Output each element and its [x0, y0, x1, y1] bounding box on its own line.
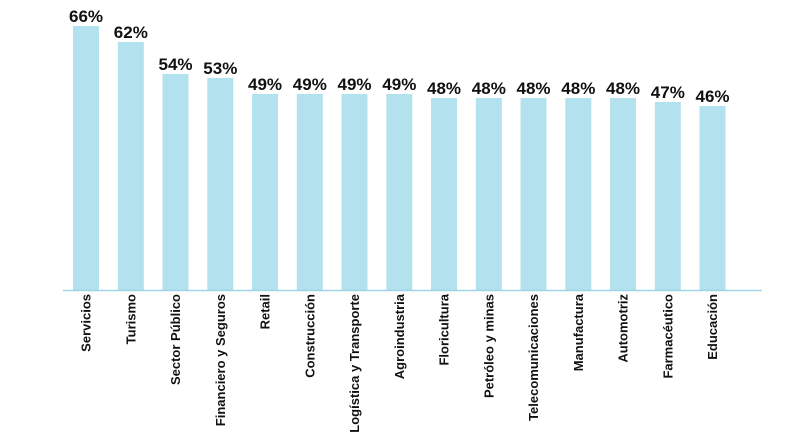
- bar: [520, 98, 547, 290]
- bar: [296, 94, 323, 290]
- category-label: Automotriz: [616, 294, 631, 363]
- category-label: Agroindustria: [392, 293, 407, 379]
- value-label: 66%: [69, 7, 103, 26]
- value-label: 47%: [651, 83, 685, 102]
- value-label: 49%: [382, 75, 416, 94]
- bars-group: [73, 26, 726, 290]
- bar: [252, 94, 278, 290]
- category-label: Turismo: [123, 294, 138, 344]
- bar: [73, 26, 99, 290]
- value-label: 48%: [472, 79, 506, 98]
- bar: [654, 102, 681, 290]
- bar: [386, 94, 413, 290]
- category-label: Financiero y Seguros: [213, 294, 228, 426]
- value-label: 53%: [203, 59, 237, 78]
- value-label: 49%: [337, 75, 371, 94]
- category-label: Petróleo y minas: [481, 294, 496, 398]
- bar: [117, 42, 144, 290]
- value-label: 49%: [293, 75, 327, 94]
- category-label: Logística y Transporte: [347, 294, 362, 433]
- bar: [475, 98, 502, 290]
- value-label: 49%: [248, 75, 282, 94]
- category-label: Retail: [258, 294, 273, 329]
- value-label: 48%: [561, 79, 595, 98]
- value-label: 46%: [695, 87, 729, 106]
- bar: [207, 78, 234, 290]
- value-label: 54%: [158, 55, 192, 74]
- value-label: 48%: [516, 79, 550, 98]
- value-label: 62%: [114, 23, 148, 42]
- category-label: Manufactura: [571, 293, 586, 371]
- bar: [341, 94, 368, 290]
- bar: [565, 98, 592, 290]
- bar: [699, 106, 726, 290]
- category-labels-group: Servicios Turismo Sector Público Financiero…: [79, 293, 721, 432]
- category-label: Construcción: [302, 294, 317, 378]
- value-label: 48%: [427, 79, 461, 98]
- category-label: Floricultura: [437, 293, 452, 365]
- bar: [610, 98, 636, 290]
- bar: [431, 98, 457, 290]
- bar: [162, 74, 189, 290]
- category-label: Farmacéutico: [660, 294, 675, 379]
- category-label: Educación: [705, 294, 720, 360]
- value-label: 48%: [606, 79, 640, 98]
- category-label: Servicios: [79, 294, 94, 352]
- category-label: Sector Público: [168, 294, 183, 385]
- value-labels-group: 66% 62% 54% 53% 49% 49% 49% 49% 48% 48% 48% 48% 48% 4…: [69, 7, 730, 106]
- category-label: Telecomunicaciones: [526, 294, 541, 421]
